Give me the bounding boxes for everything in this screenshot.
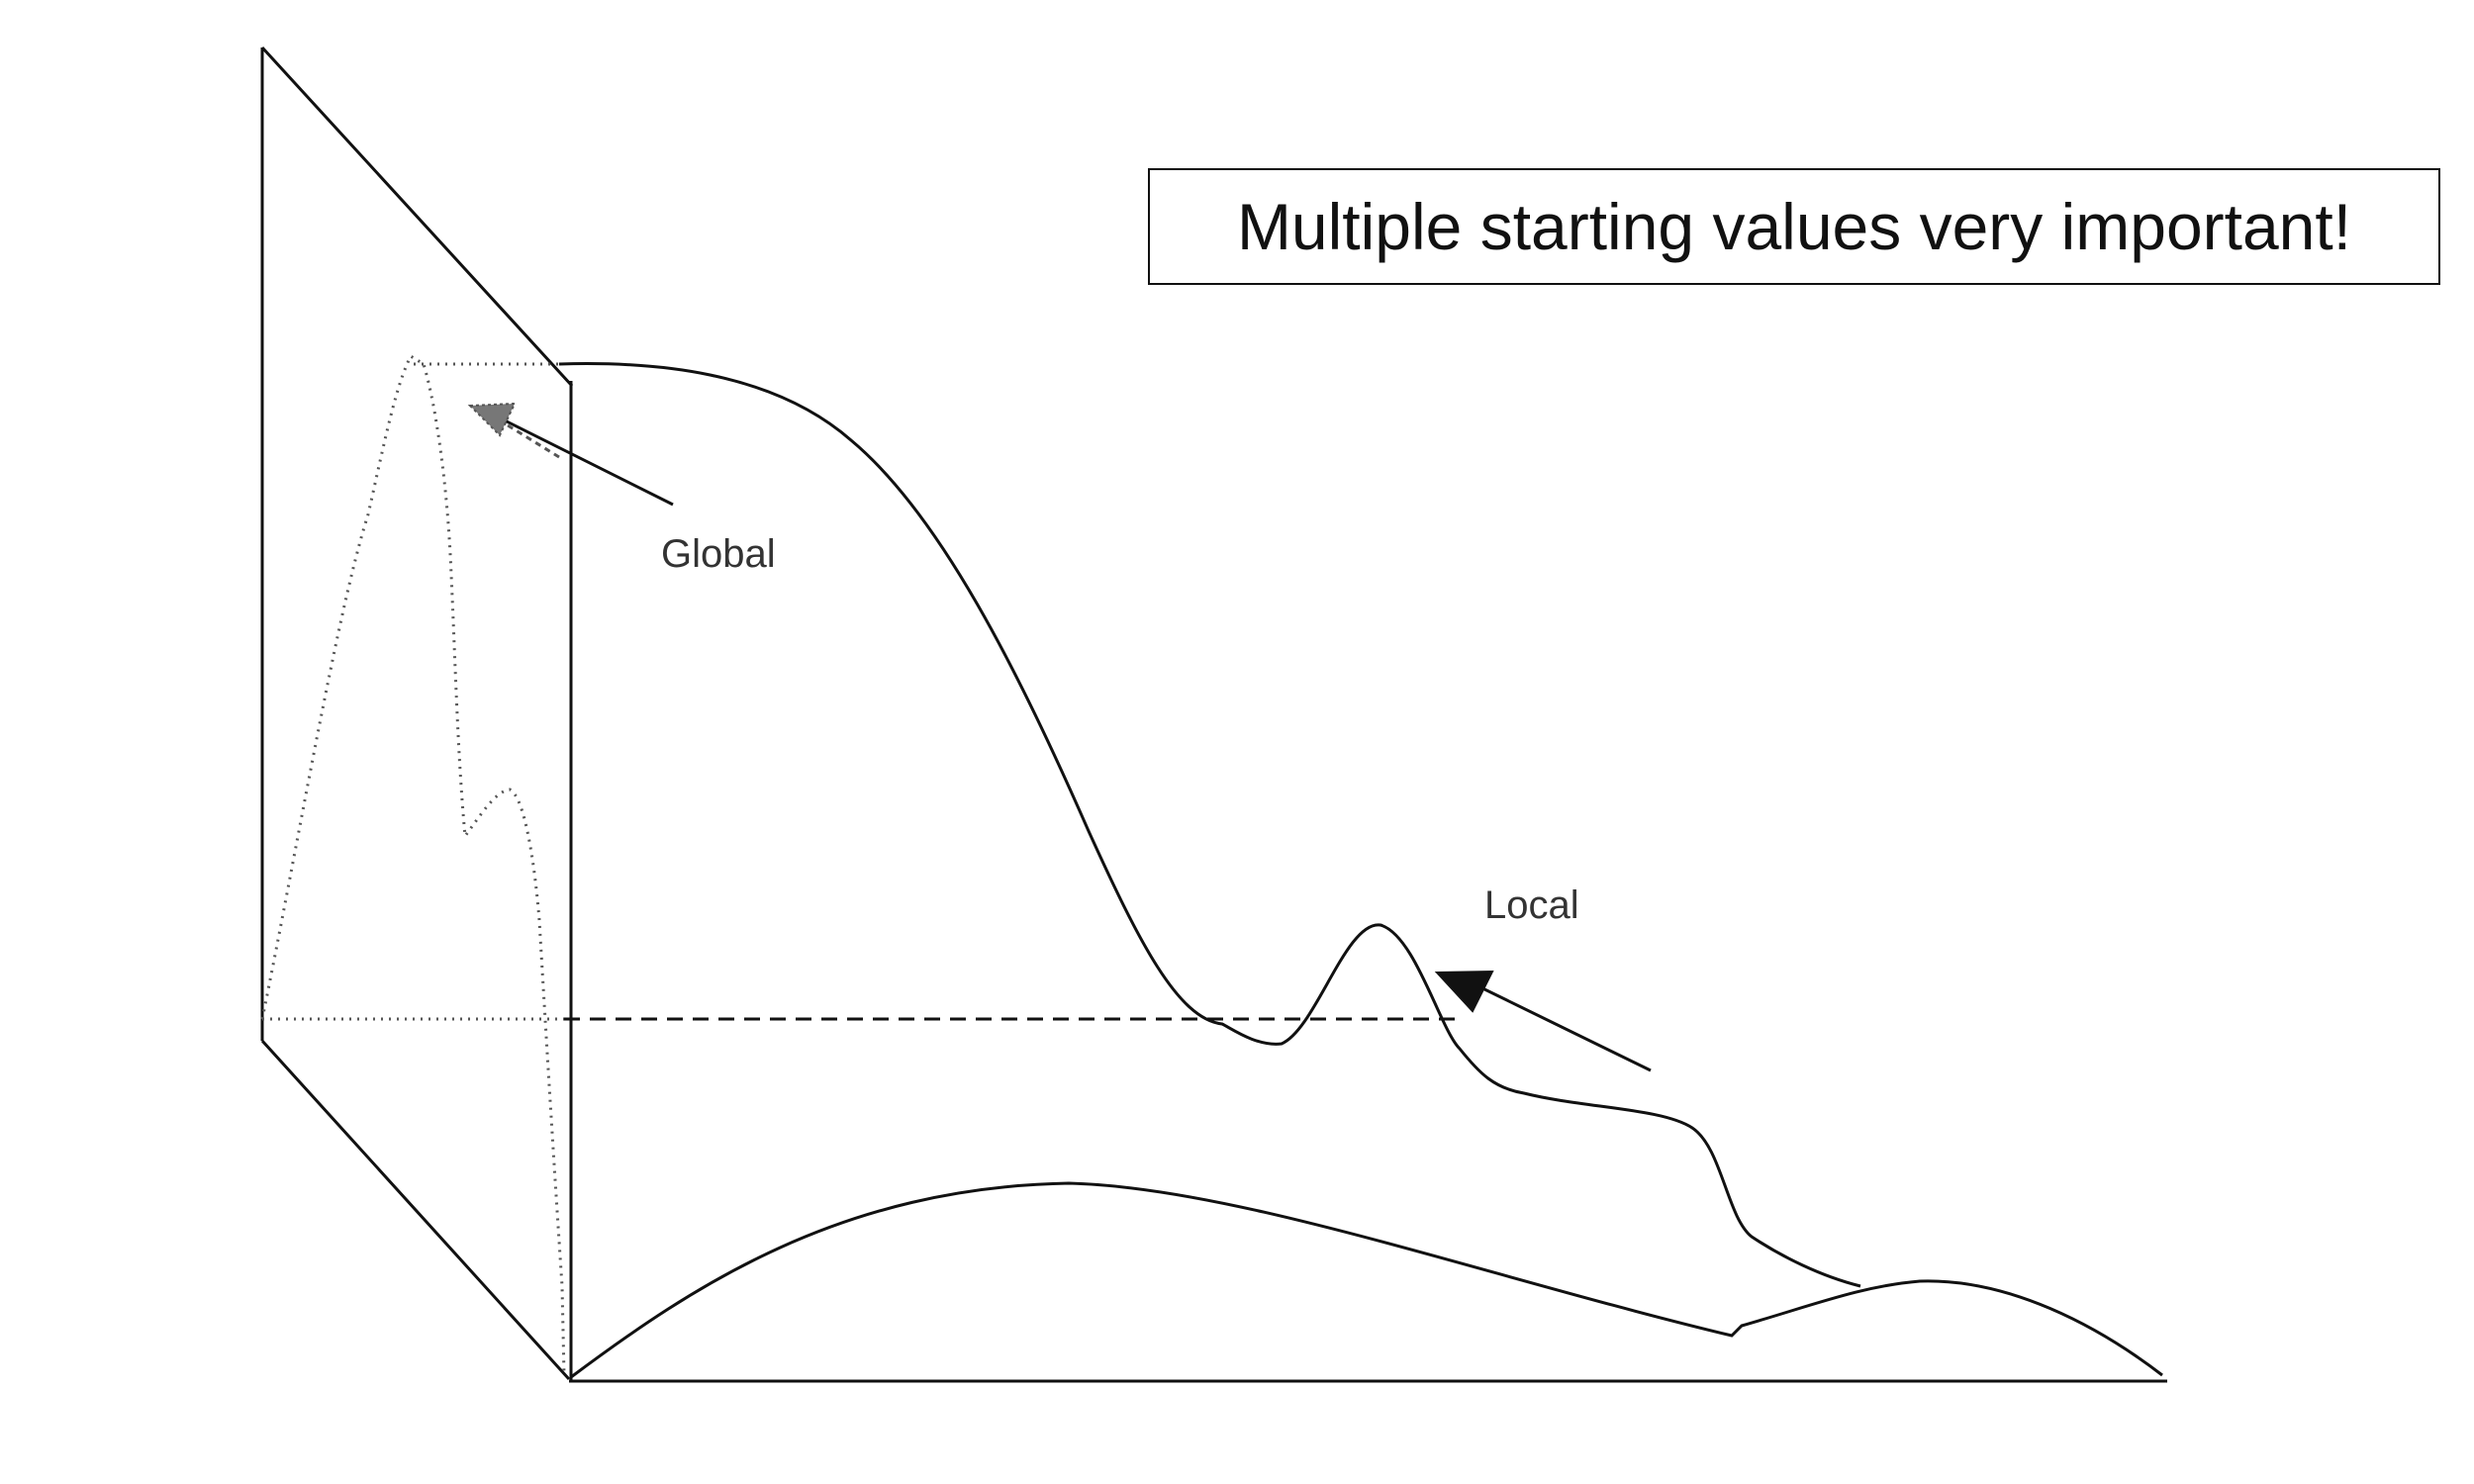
- callout-box: Multiple starting values very important!: [1148, 168, 2440, 285]
- back-plane-profile: [260, 353, 566, 1376]
- local-arrow: [1434, 970, 1652, 1072]
- axes: [569, 381, 2167, 1383]
- global-arrow-dashed-tail: [499, 418, 560, 459]
- global-arrow: [467, 402, 674, 507]
- local-label: Local: [1484, 883, 1579, 927]
- local-arrowhead: [1434, 970, 1494, 1013]
- global-label: Global: [661, 532, 776, 576]
- callout-text: Multiple starting values very important!: [1236, 190, 2352, 263]
- back-plane: [260, 46, 574, 1381]
- global-arrowhead: [467, 402, 517, 437]
- back-plane-top-edge: [260, 46, 574, 388]
- back-plane-bottom-edge: [260, 1039, 571, 1381]
- main-surface-curve: [558, 362, 1861, 1288]
- global-arrow-shaft: [494, 414, 674, 507]
- local-arrow-shaft: [1474, 982, 1652, 1072]
- dotted-profile-curve: [260, 353, 566, 1376]
- floor-curve: [570, 1181, 2163, 1379]
